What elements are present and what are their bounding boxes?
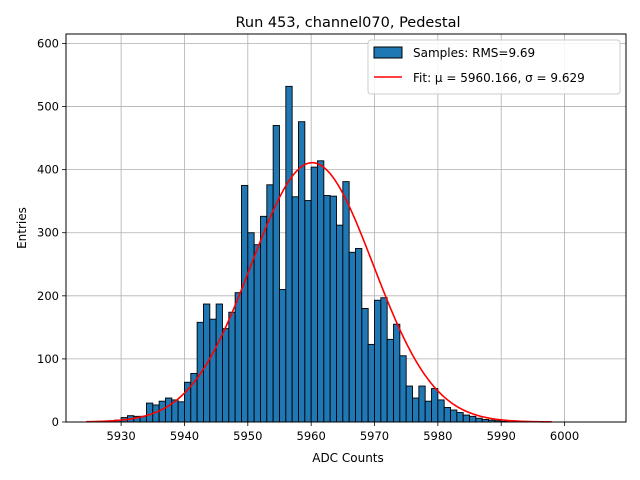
- legend-fit-label: Fit: μ = 5960.166, σ = 9.629: [413, 71, 585, 85]
- histogram-bar: [158, 400, 166, 423]
- histogram-bar: [285, 85, 293, 423]
- x-tick-label: 5970: [360, 429, 389, 443]
- histogram-bar: [228, 311, 236, 423]
- histogram-bar: [405, 385, 413, 423]
- histogram-bar: [146, 402, 154, 423]
- histogram-bar: [462, 414, 470, 423]
- y-axis-ticks: 0 100 200 300 400 500 600: [37, 36, 66, 429]
- histogram-bar: [196, 321, 204, 423]
- histogram-bar: [348, 251, 356, 423]
- histogram-bar: [424, 400, 432, 423]
- chart-title: Run 453, channel070, Pedestal: [235, 15, 460, 31]
- y-tick-label: 500: [37, 100, 59, 114]
- histogram-bar: [209, 318, 217, 423]
- x-tick-label: 5950: [233, 429, 262, 443]
- histogram-bar: [165, 397, 173, 423]
- histogram-bar: [450, 409, 458, 423]
- histogram-bar: [310, 166, 318, 423]
- histogram-bar: [361, 307, 369, 423]
- histogram-bar: [317, 160, 325, 423]
- histogram-bar: [380, 297, 388, 423]
- histogram-bar: [336, 224, 344, 423]
- x-tick-label: 6000: [550, 429, 579, 443]
- y-tick-label: 600: [37, 36, 59, 50]
- histogram-bar: [272, 125, 280, 423]
- histogram-bar: [443, 407, 451, 423]
- x-axis-label: ADC Counts: [312, 451, 384, 465]
- histogram-bar: [234, 292, 242, 423]
- x-axis-ticks: 5930 5940 5950 5960 5970 5980 5990 6000: [106, 422, 579, 443]
- legend-samples-label: Samples: RMS=9.69: [413, 46, 535, 60]
- histogram-bar: [475, 417, 483, 423]
- y-tick-label: 400: [37, 163, 59, 177]
- histogram-bar: [342, 181, 350, 423]
- histogram-bar: [279, 289, 287, 423]
- histogram-bar: [367, 343, 375, 423]
- histogram-bar: [386, 338, 394, 423]
- x-tick-label: 5940: [170, 429, 199, 443]
- histogram-bar: [323, 195, 331, 423]
- plot-frame: [65, 33, 627, 423]
- histogram-bar: [412, 397, 420, 423]
- y-tick-label: 300: [37, 226, 59, 240]
- histogram-bar: [374, 299, 382, 423]
- histogram-bar: [291, 196, 299, 423]
- y-tick-label: 0: [52, 415, 59, 429]
- fit-curve: [86, 161, 552, 423]
- legend-bar-swatch: [373, 46, 403, 59]
- histogram-bar: [399, 355, 407, 423]
- histogram-bar: [437, 399, 445, 423]
- histogram-bar: [253, 244, 261, 423]
- histogram-bar: [431, 388, 439, 423]
- histogram-bar: [393, 323, 401, 423]
- y-tick-label: 200: [37, 289, 59, 303]
- grid-lines: [66, 34, 626, 423]
- histogram-bar: [215, 303, 223, 423]
- histogram-bar: [177, 401, 185, 423]
- legend-box: [367, 39, 621, 95]
- histogram-bar: [355, 248, 363, 423]
- x-tick-label: 5960: [297, 429, 326, 443]
- x-tick-label: 5930: [106, 429, 135, 443]
- histogram-bar: [456, 412, 464, 423]
- y-axis-label: Entries: [15, 207, 29, 249]
- histogram-bar: [222, 328, 230, 423]
- histogram-bar: [329, 195, 337, 423]
- histogram-bar: [418, 385, 426, 423]
- histogram-bar: [241, 184, 249, 423]
- histogram-bar: [304, 200, 312, 423]
- histogram-bar: [469, 415, 477, 423]
- histogram-bars: [107, 85, 508, 423]
- histogram-bar: [266, 184, 274, 423]
- legend: Samples: RMS=9.69 Fit: μ = 5960.166, σ =…: [367, 39, 621, 95]
- y-tick-label: 100: [37, 352, 59, 366]
- x-tick-label: 5980: [423, 429, 452, 443]
- x-tick-label: 5990: [487, 429, 516, 443]
- histogram-bar: [260, 215, 268, 423]
